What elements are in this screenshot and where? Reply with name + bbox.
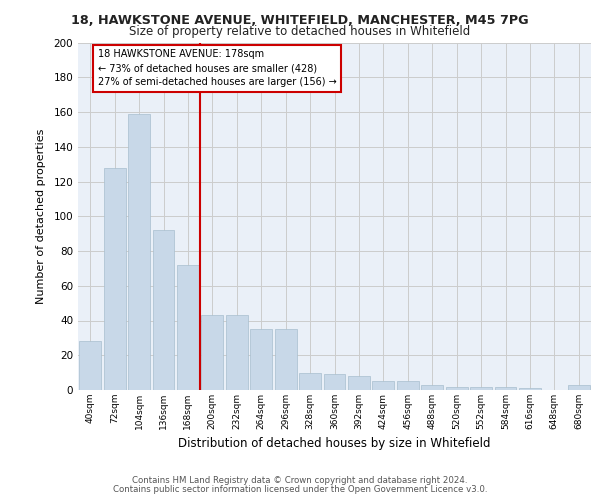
Bar (519, 388, 541, 390)
X-axis label: Distribution of detached houses by size in Whitefield: Distribution of detached houses by size … (178, 438, 491, 450)
Bar (275, 329, 296, 390)
Bar (348, 376, 370, 390)
Bar (299, 372, 321, 390)
Bar (397, 382, 419, 390)
Y-axis label: Number of detached properties: Number of detached properties (37, 128, 46, 304)
Bar (373, 382, 394, 390)
Bar (152, 230, 175, 390)
Bar (421, 385, 443, 390)
Text: Contains HM Land Registry data © Crown copyright and database right 2024.: Contains HM Land Registry data © Crown c… (132, 476, 468, 485)
Bar (470, 386, 492, 390)
Text: 18, HAWKSTONE AVENUE, WHITEFIELD, MANCHESTER, M45 7PG: 18, HAWKSTONE AVENUE, WHITEFIELD, MANCHE… (71, 14, 529, 27)
Bar (226, 316, 248, 390)
Bar (323, 374, 346, 390)
Bar (202, 316, 223, 390)
Text: 18 HAWKSTONE AVENUE: 178sqm
← 73% of detached houses are smaller (428)
27% of se: 18 HAWKSTONE AVENUE: 178sqm ← 73% of det… (98, 50, 336, 88)
Bar (494, 386, 517, 390)
Text: Contains public sector information licensed under the Open Government Licence v3: Contains public sector information licen… (113, 485, 487, 494)
Bar (79, 342, 101, 390)
Bar (128, 114, 150, 390)
Text: Size of property relative to detached houses in Whitefield: Size of property relative to detached ho… (130, 25, 470, 38)
Bar (446, 386, 467, 390)
Bar (250, 329, 272, 390)
Bar (104, 168, 125, 390)
Bar (177, 265, 199, 390)
Bar (568, 385, 590, 390)
